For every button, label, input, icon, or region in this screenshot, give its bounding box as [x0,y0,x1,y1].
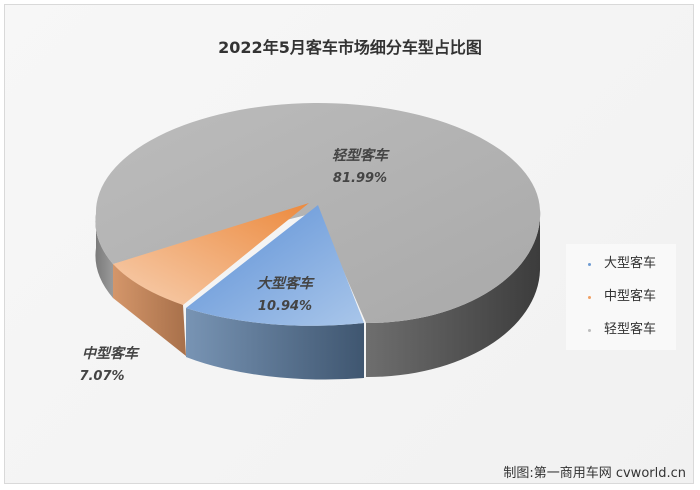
slice-side-大型客车 [186,308,364,380]
slice-top-大型客车 [186,205,364,326]
slice-category-label: 轻型客车 [332,147,390,164]
slice-side-中型客车 [113,264,186,356]
legend-item: 轻型客车 [566,320,676,340]
legend-label: 大型客车 [604,256,657,271]
slice-value-label: 7.07% [79,369,124,384]
slice-top-轻型客车 [95,103,541,324]
slice-top-中型客车 [113,203,309,305]
slice-value-label: 10.94% [258,299,312,314]
chart-credit: 制图:第一商用车网 cvworld.cn [503,466,686,481]
slice-side-轻型客车-right [366,210,541,378]
legend-marker [588,329,591,332]
legend-marker [588,263,591,266]
chart-title: 2022年5月客车市场细分车型占比图 [218,38,482,57]
legend-item: 中型客车 [566,287,676,307]
slice-category-label: 中型客车 [82,345,140,362]
slice-side-轻型客车-left [95,214,113,298]
slice-category-label: 大型客车 [257,275,315,292]
slice-value-label: 81.99% [333,171,387,186]
legend-marker [588,296,591,299]
legend-label: 轻型客车 [604,322,657,337]
legend-item: 大型客车 [566,254,676,274]
legend-label: 中型客车 [604,289,657,304]
chart-legend: 大型客车 中型客车 轻型客车 [566,244,676,350]
